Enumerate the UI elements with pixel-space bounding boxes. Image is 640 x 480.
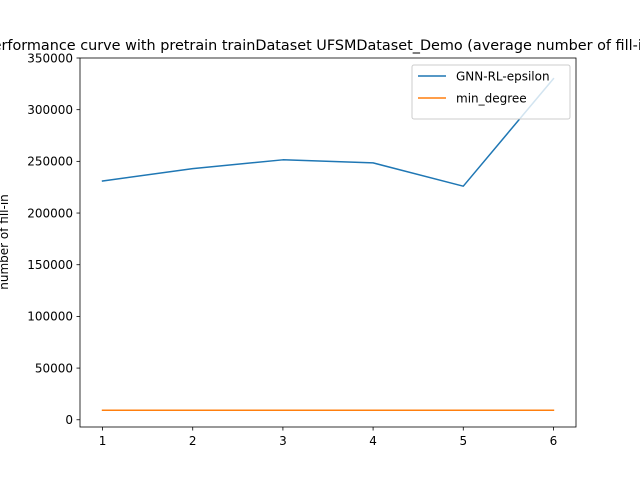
legend-label: GNN-RL-epsilon (456, 69, 550, 83)
y-tick-label: 300000 (27, 103, 73, 117)
x-tick-label: 6 (550, 434, 558, 448)
y-tick-label: 200000 (27, 206, 73, 220)
y-tick-label: 100000 (27, 310, 73, 324)
y-tick-label: 250000 (27, 155, 73, 169)
legend-label: min_degree (456, 91, 527, 105)
y-tick-label: 50000 (35, 361, 73, 375)
x-tick-label: 3 (279, 434, 287, 448)
y-axis-label: number of fill-in (0, 194, 11, 290)
x-tick-label: 2 (189, 434, 197, 448)
y-tick-label: 150000 (27, 258, 73, 272)
y-tick-label: 0 (65, 413, 73, 427)
legend: GNN-RL-epsilon min_degree (411, 64, 571, 120)
x-tick-label: 4 (369, 434, 377, 448)
axes-frame (79, 57, 577, 428)
legend-box (411, 64, 571, 120)
y-tick-label: 350000 (27, 51, 73, 65)
chart-title: performance curve with pretrain trainDat… (0, 38, 640, 54)
series-line-GNN-RL-epsilon (101, 77, 555, 187)
x-tick-label: 1 (99, 434, 107, 448)
plot-area: 1 2 3 4 5 6 0 50000 100000 150000 200000 250000 3000… (27, 51, 577, 448)
x-tick-label: 5 (459, 434, 467, 448)
